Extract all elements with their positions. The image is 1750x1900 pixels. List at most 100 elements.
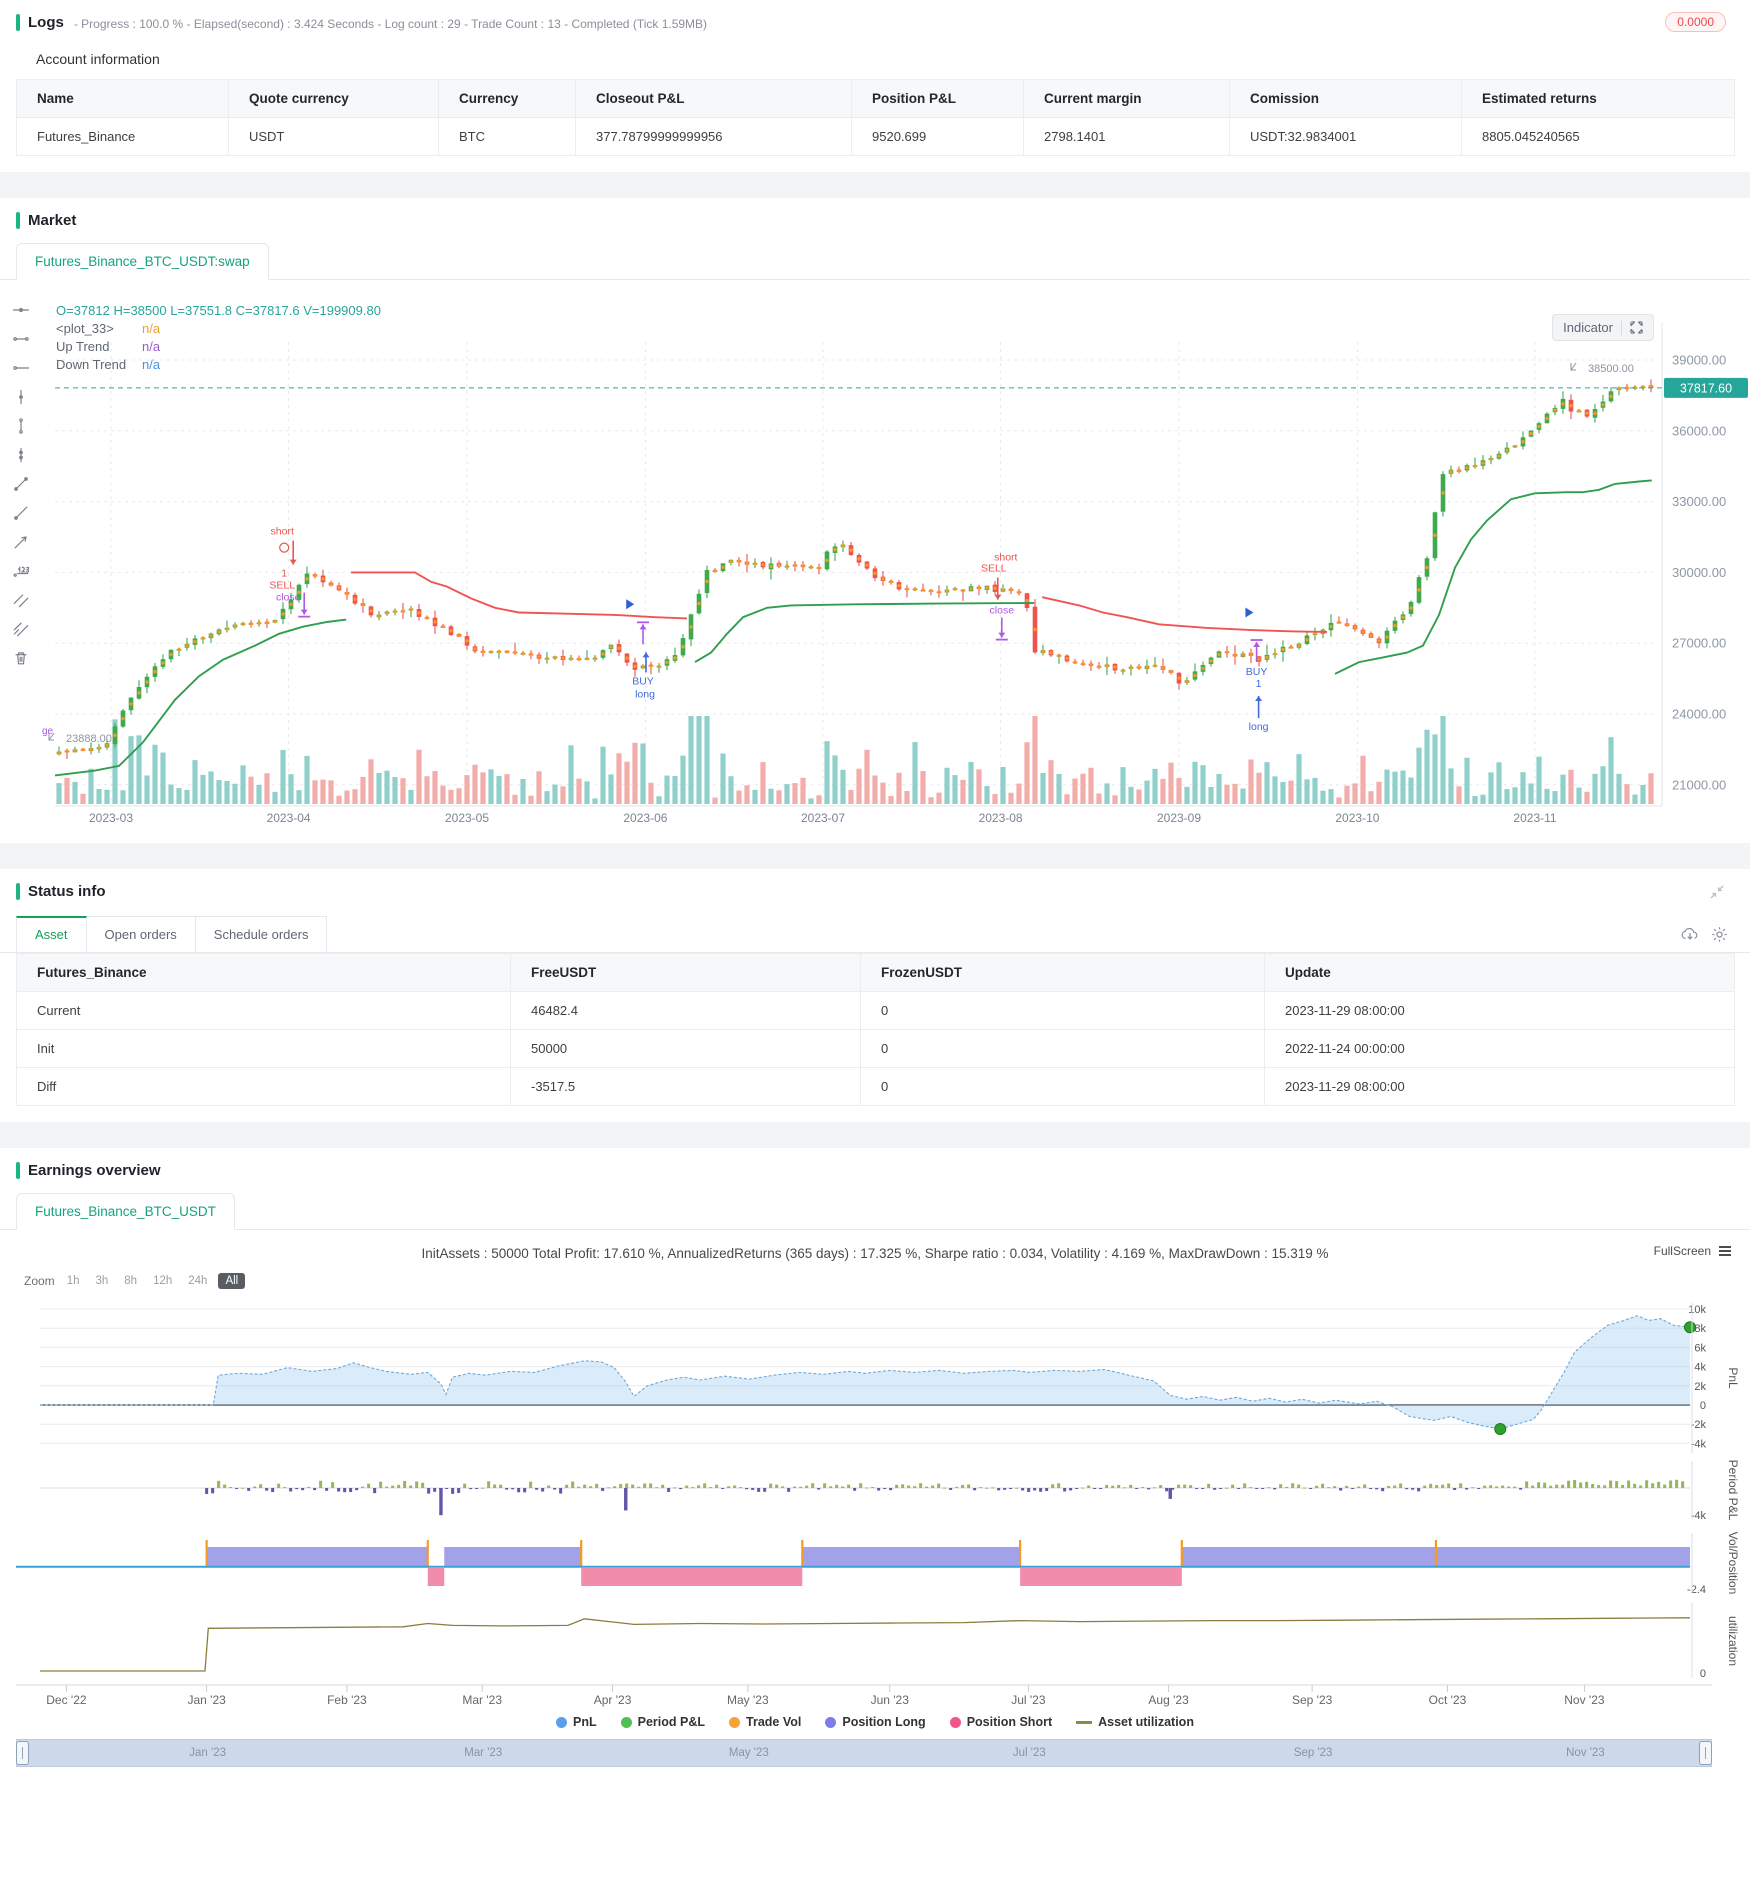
svg-text:-2k: -2k	[1691, 1419, 1707, 1431]
svg-text:short: short	[994, 552, 1017, 564]
navigator-right-handle[interactable]	[1699, 1741, 1712, 1765]
trash-tool-icon[interactable]	[8, 646, 34, 670]
cloud-download-icon[interactable]	[1681, 926, 1699, 942]
tab-futures-binance-btc-usdt[interactable]: Futures_Binance_BTC_USDT	[16, 1193, 235, 1230]
svg-text:6k: 6k	[1694, 1342, 1706, 1354]
legend-dot	[620, 1716, 632, 1728]
legend-item-trade-vol[interactable]: Trade Vol	[729, 1715, 801, 1729]
status-header: Status info	[0, 869, 1750, 906]
candles	[56, 379, 1654, 759]
legend-line	[1076, 1720, 1093, 1724]
svg-text:2023-07: 2023-07	[801, 811, 845, 825]
zoom-button-12h[interactable]: 12h	[153, 1275, 173, 1287]
numbered-points-tool-icon[interactable]	[8, 559, 34, 583]
section-divider	[0, 172, 1750, 198]
table-cell: 0	[860, 1029, 1265, 1068]
legend-dot	[949, 1716, 961, 1728]
tab-asset[interactable]: Asset	[16, 916, 87, 952]
horizontal-line-tool-icon[interactable]	[8, 327, 34, 351]
zoom-button-8h[interactable]: 8h	[124, 1275, 138, 1287]
date-range-tool-icon[interactable]	[8, 443, 34, 467]
disjoint-channel-tool-icon[interactable]	[8, 617, 34, 641]
expand-icon[interactable]	[1630, 321, 1643, 334]
parallel-channel-tool-icon[interactable]	[8, 588, 34, 612]
ohlcv-readout: O=37812 H=38500 L=37551.8 C=37817.6 V=19…	[56, 303, 381, 318]
svg-text:SELL: SELL	[269, 580, 295, 592]
market-chart-area: 39000.00 36000.00 33000.00 30000.00 27000.00…	[0, 282, 1750, 837]
market-title: Market	[28, 212, 77, 229]
svg-text:Apr '23: Apr '23	[594, 1693, 632, 1707]
svg-text:Sep '23: Sep '23	[1292, 1693, 1333, 1707]
horizontal-ray-tool-icon[interactable]	[8, 356, 34, 380]
legend-item-pnl[interactable]: PnL	[556, 1715, 597, 1729]
navigator-month-label: Jan '23	[189, 1747, 227, 1759]
menu-icon[interactable]	[1718, 1245, 1732, 1257]
current-price-tag: 37817.60	[1664, 377, 1748, 398]
period-pnl-bars	[205, 1479, 1685, 1516]
tab-futures-binance-btc-usdt-swap[interactable]: Futures_Binance_BTC_USDT:swap	[16, 243, 269, 280]
status-tabs: Asset Open orders Schedule orders	[0, 916, 1750, 953]
tab-schedule-orders[interactable]: Schedule orders	[195, 916, 328, 952]
up-trend-line	[1334, 479, 1652, 675]
zoom-button-all[interactable]: All	[218, 1273, 246, 1289]
pnl-area	[40, 1315, 1690, 1429]
asset-table: Futures_Binance FreeUSDT FrozenUSDT Update C…	[16, 953, 1735, 1106]
svg-text:close: close	[276, 592, 301, 604]
legend-item-position-short[interactable]: Position Short	[949, 1715, 1052, 1729]
market-candlestick-chart[interactable]: 39000.00 36000.00 33000.00 30000.00 27000.00…	[0, 282, 1750, 832]
table-cell[interactable]: Current	[16, 991, 511, 1030]
vertical-line-tool-icon[interactable]	[8, 385, 34, 409]
down-trend-line	[351, 571, 688, 620]
legend-row: Down Trend n/a	[56, 356, 381, 374]
legend-label: Period P&L	[637, 1715, 706, 1729]
price-range-tool-icon[interactable]	[8, 414, 34, 438]
fullscreen-button[interactable]: FullScreen	[1654, 1244, 1732, 1258]
trend-line-tool-icon[interactable]	[8, 472, 34, 496]
svg-text:Jul '23: Jul '23	[1011, 1693, 1046, 1707]
gear-icon[interactable]	[1711, 926, 1728, 943]
zoom-button-1h[interactable]: 1h	[66, 1275, 80, 1287]
ray-tool-icon[interactable]	[8, 501, 34, 525]
legend-label: Position Long	[842, 1715, 926, 1729]
asset-table-header-row: Futures_Binance FreeUSDT FrozenUSDT Update	[16, 953, 1735, 992]
section-accent-bar	[16, 883, 20, 900]
svg-text:Jan '23: Jan '23	[187, 1693, 226, 1707]
navigator-left-handle[interactable]	[16, 1741, 29, 1765]
svg-text:24000.00: 24000.00	[1672, 707, 1726, 722]
zoom-button-3h[interactable]: 3h	[95, 1275, 109, 1287]
indicator-button[interactable]: Indicator	[1552, 314, 1654, 341]
status-title: Status info	[28, 883, 106, 900]
navigator-month-label: Jul '23	[1012, 1747, 1046, 1759]
earnings-multi-panel-chart[interactable]: 10k 8k 6k 4k 2k 0 -2k -4k -4k -2.4 0 PnL Period P&L V…	[0, 1293, 1750, 1711]
range-navigator[interactable]: Jan '23 Mar '23 May '23 Jul '23 Sep '23 Nov '…	[16, 1739, 1712, 1767]
earnings-stats: InitAssets : 50000 Total Profit: 17.610 …	[421, 1246, 1329, 1261]
trend-flag-marker	[1245, 607, 1254, 618]
price-annotation: 38500.00	[1588, 363, 1634, 375]
market-header: Market	[0, 198, 1750, 235]
legend-item-period-p-l[interactable]: Period P&L	[620, 1715, 706, 1729]
earnings-header: Earnings overview	[0, 1148, 1750, 1185]
column-header: Update	[1264, 953, 1735, 992]
table-cell: BTC	[438, 117, 576, 156]
svg-text:27000.00: 27000.00	[1672, 636, 1726, 651]
svg-text:2023-09: 2023-09	[1157, 811, 1201, 825]
arrow-tool-icon[interactable]	[8, 530, 34, 554]
svg-text:2023-03: 2023-03	[89, 811, 133, 825]
asset-utilization-line	[40, 1617, 1691, 1672]
crosshair-tool-icon[interactable]	[8, 298, 34, 322]
tab-open-orders[interactable]: Open orders	[86, 916, 196, 952]
legend-dot	[825, 1716, 837, 1728]
table-cell: -3517.5	[510, 1067, 861, 1106]
svg-text:Vol/Position: Vol/Position	[1726, 1532, 1740, 1595]
table-cell: 8805.045240565	[1461, 117, 1735, 156]
legend-item-asset-utilization[interactable]: Asset utilization	[1076, 1715, 1194, 1729]
collapse-icon[interactable]	[1710, 885, 1724, 899]
table-cell: Diff	[16, 1067, 511, 1106]
svg-text:Nov '23: Nov '23	[1564, 1693, 1605, 1707]
legend-item-position-long[interactable]: Position Long	[825, 1715, 926, 1729]
up-trend-line	[54, 618, 347, 777]
navigator-month-label: Mar '23	[464, 1747, 503, 1759]
zoom-button-24h[interactable]: 24h	[188, 1275, 208, 1287]
